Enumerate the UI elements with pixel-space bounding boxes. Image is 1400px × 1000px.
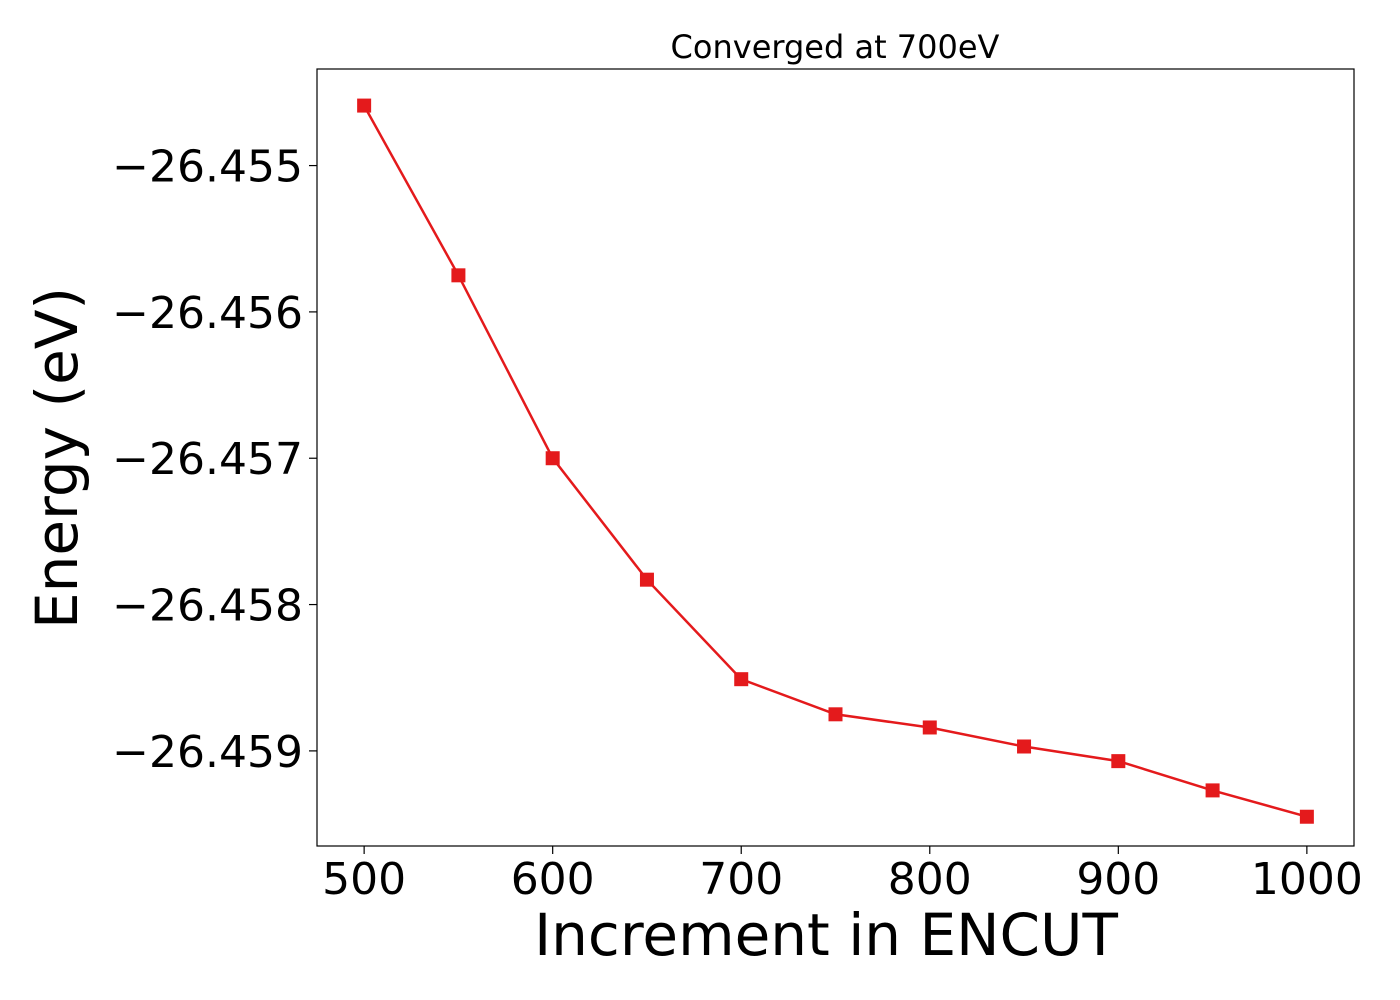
x-tick-label: 900 (1076, 854, 1160, 905)
x-tick-label: 1000 (1251, 854, 1363, 905)
data-point-marker (1205, 783, 1220, 798)
y-axis-ticks: −26.455 −26.456 −26.457 −26.458 −26.459 (112, 142, 317, 778)
y-axis-title: Energy (eV) (23, 287, 91, 629)
x-tick-label: 600 (511, 854, 595, 905)
data-point-marker (922, 720, 937, 735)
data-point-marker (1017, 739, 1032, 754)
data-point-marker (734, 672, 749, 687)
data-point-marker (545, 451, 560, 466)
y-tick-label: −26.455 (112, 142, 303, 193)
data-point-marker (639, 572, 654, 587)
plot-area (316, 68, 1355, 847)
x-tick-label: 800 (888, 854, 972, 905)
data-point-marker (1111, 754, 1126, 769)
data-point-marker (357, 98, 372, 113)
x-axis-title: Increment in ENCUT (534, 901, 1118, 969)
y-tick-label: −26.457 (112, 434, 303, 485)
series-markers (357, 98, 1314, 824)
data-point-marker (1299, 809, 1314, 824)
x-tick-label: 500 (322, 854, 406, 905)
chart-title: Converged at 700eV (671, 28, 1000, 66)
y-tick-label: −26.459 (112, 727, 303, 778)
data-point-marker (828, 707, 843, 722)
data-point-marker (451, 268, 466, 283)
x-axis-ticks: 500 600 700 800 900 1000 (322, 846, 1363, 905)
y-tick-label: −26.458 (112, 581, 303, 632)
x-tick-label: 700 (699, 854, 783, 905)
y-tick-label: −26.456 (112, 288, 303, 339)
